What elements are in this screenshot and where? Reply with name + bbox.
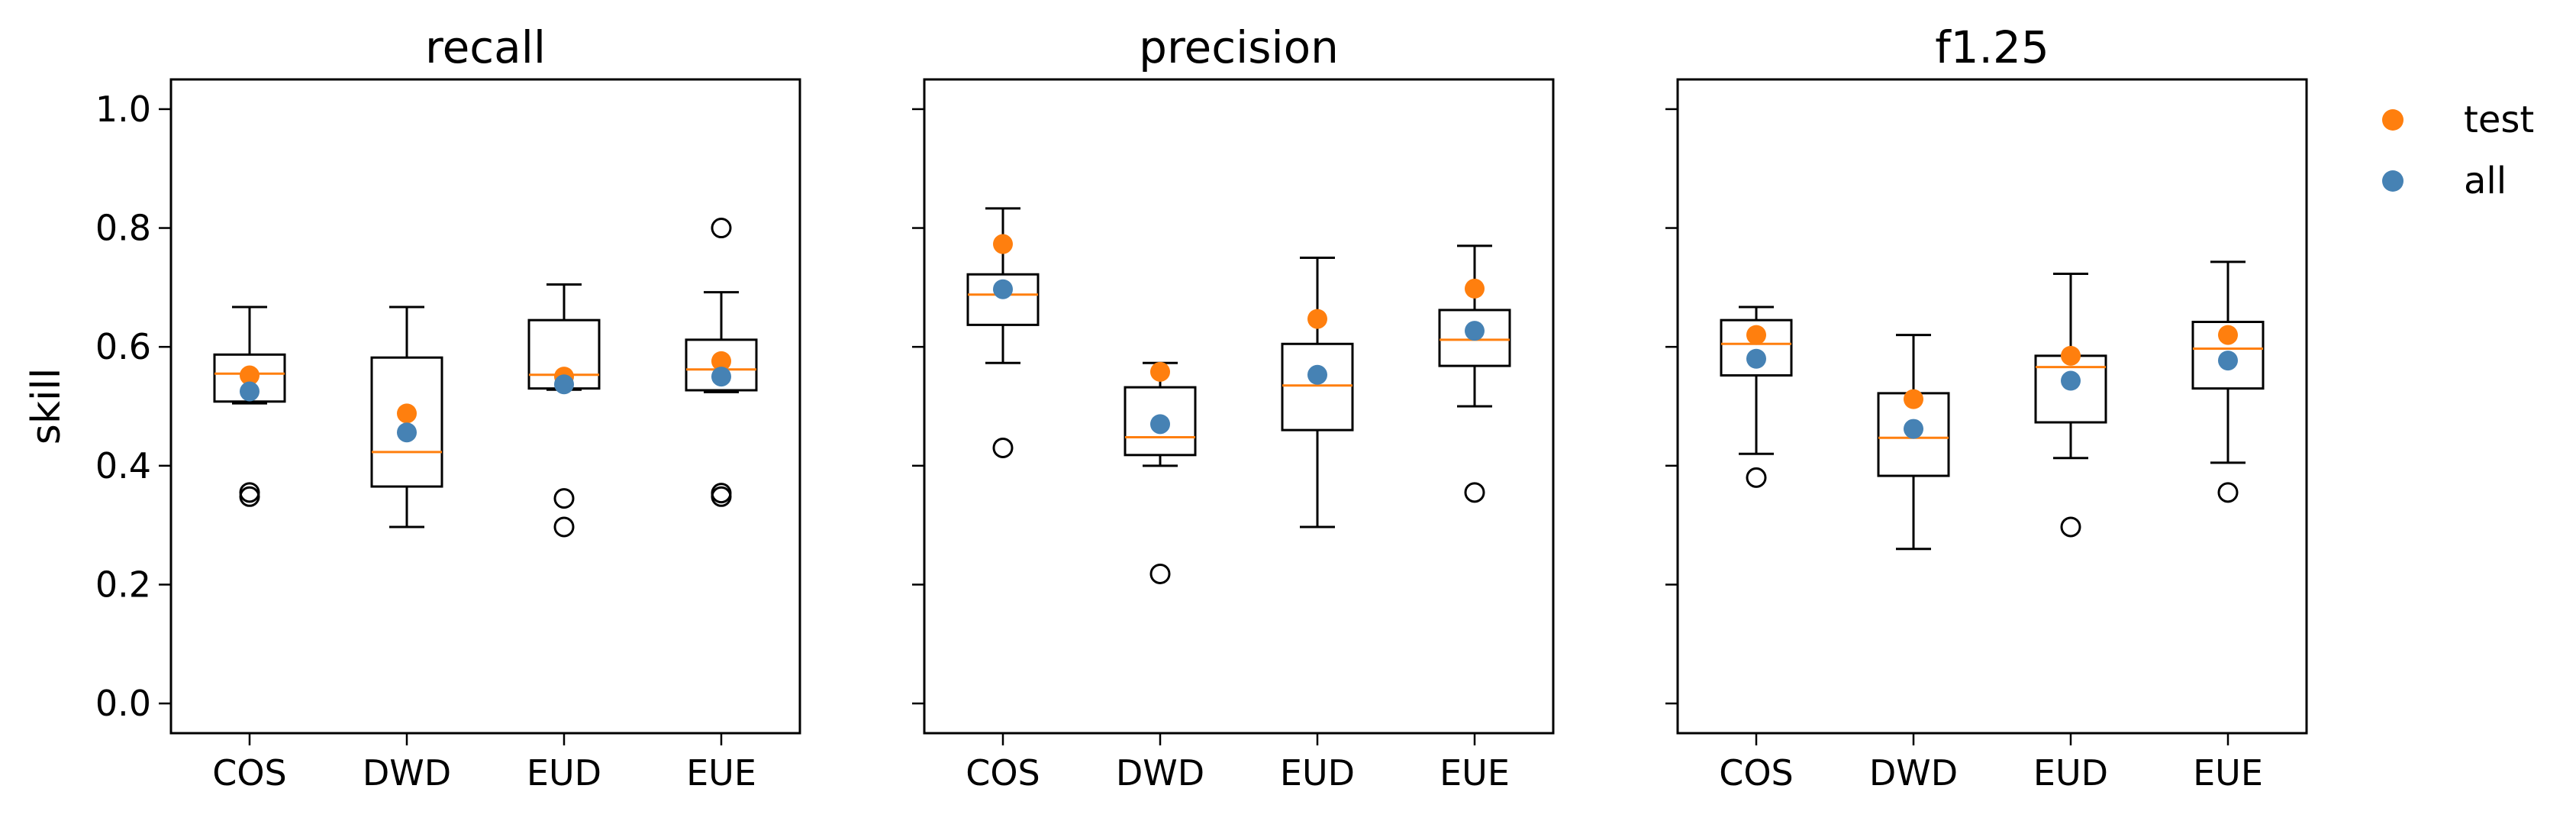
x-tick-label: DWD: [1869, 752, 1958, 794]
x-tick-label: COS: [212, 752, 287, 794]
all-point: [1746, 348, 1766, 369]
all-point: [993, 279, 1013, 299]
panel-recall: recall 0.0 0.2 0.4 0.6 0.8 1.0 COS DWD EUD EUE: [95, 21, 801, 794]
box-cos: [213, 305, 286, 507]
test-point: [1465, 278, 1485, 299]
legend-label-test: test: [2464, 99, 2534, 141]
legend-marker-test: [2382, 109, 2404, 131]
flier-point: [2060, 516, 2081, 538]
y-tick-label: 0.4: [95, 445, 151, 486]
all-point: [2218, 351, 2238, 371]
panel-title: f1.25: [1935, 21, 2049, 73]
flier-point: [2217, 482, 2239, 503]
all-point: [1904, 419, 1923, 439]
test-point: [240, 365, 260, 386]
flier-point: [553, 488, 575, 509]
legend: test all: [2382, 99, 2534, 202]
y-axis-label: skill: [24, 368, 69, 445]
x-tick-label: DWD: [1116, 752, 1204, 794]
all-point: [2061, 370, 2081, 391]
all-point: [1307, 364, 1327, 385]
flier-point: [1464, 482, 1485, 503]
y-tick-label: 1.0: [95, 89, 151, 130]
box-iqr: [1124, 386, 1197, 457]
x-tick-label: EUE: [2193, 752, 2263, 794]
flier-point: [711, 218, 732, 239]
all-point: [1150, 414, 1170, 435]
y-tick-label: 0.2: [95, 564, 151, 605]
box-iqr: [2191, 320, 2265, 390]
panel-f1-25: f1.25 COS DWD EUD EUE: [1665, 21, 2308, 794]
test-point: [711, 351, 731, 371]
box-dwd: [370, 305, 443, 528]
all-point: [1465, 321, 1485, 341]
flier-point: [553, 516, 575, 538]
x-tick-label: DWD: [363, 752, 451, 794]
box-dwd: [1124, 361, 1197, 584]
legend-label-all: all: [2464, 160, 2507, 202]
x-tick-label: EUD: [527, 752, 601, 794]
flier-point: [711, 483, 732, 504]
flier-point: [239, 482, 260, 503]
all-point: [240, 381, 260, 402]
flier-point: [992, 437, 1014, 458]
box-cos: [1720, 305, 1793, 488]
box-iqr: [1438, 309, 1511, 367]
box-eud: [527, 283, 601, 538]
box-cos: [966, 207, 1040, 458]
panel-title: precision: [1139, 21, 1339, 73]
test-point: [2218, 325, 2238, 345]
box-eue: [1438, 244, 1511, 503]
test-point: [1904, 389, 1923, 409]
test-point: [993, 234, 1013, 254]
box-iqr: [370, 356, 443, 488]
panel-frame: [923, 78, 1555, 735]
box-eue: [2191, 260, 2265, 503]
box-eue: [685, 218, 758, 507]
x-tick-label: EUD: [1280, 752, 1355, 794]
all-point: [397, 422, 417, 443]
box-iqr: [213, 353, 286, 403]
x-tick-label: EUE: [686, 752, 756, 794]
y-tick-label: 0.8: [95, 208, 151, 249]
box-eud: [2034, 272, 2107, 538]
box-iqr: [1281, 342, 1354, 432]
x-tick-label: COS: [966, 752, 1040, 794]
test-point: [1150, 361, 1170, 382]
box-iqr: [1720, 318, 1793, 377]
all-point: [554, 374, 574, 395]
box-iqr: [966, 273, 1040, 326]
x-tick-label: COS: [1719, 752, 1794, 794]
panel-title: recall: [425, 21, 546, 73]
test-point: [1746, 325, 1766, 345]
test-point: [1307, 309, 1327, 329]
y-tick-label: 0.6: [95, 326, 151, 367]
x-tick-label: EUD: [2033, 752, 2108, 794]
test-point: [397, 403, 417, 424]
panel-precision: precision COS DWD EUD EUE: [912, 21, 1555, 794]
box-dwd: [1877, 334, 1950, 551]
flier-point: [1149, 563, 1171, 584]
flier-point: [239, 486, 260, 507]
test-point: [2061, 345, 2081, 366]
box-eud: [1281, 256, 1354, 528]
all-point: [711, 367, 731, 387]
flier-point: [1746, 467, 1767, 488]
legend-marker-all: [2382, 170, 2404, 192]
x-tick-label: EUE: [1440, 752, 1510, 794]
panel-frame: [169, 78, 801, 735]
y-tick-label: 0.0: [95, 683, 151, 724]
box-iqr: [685, 338, 758, 392]
panel-frame: [1676, 78, 2308, 735]
